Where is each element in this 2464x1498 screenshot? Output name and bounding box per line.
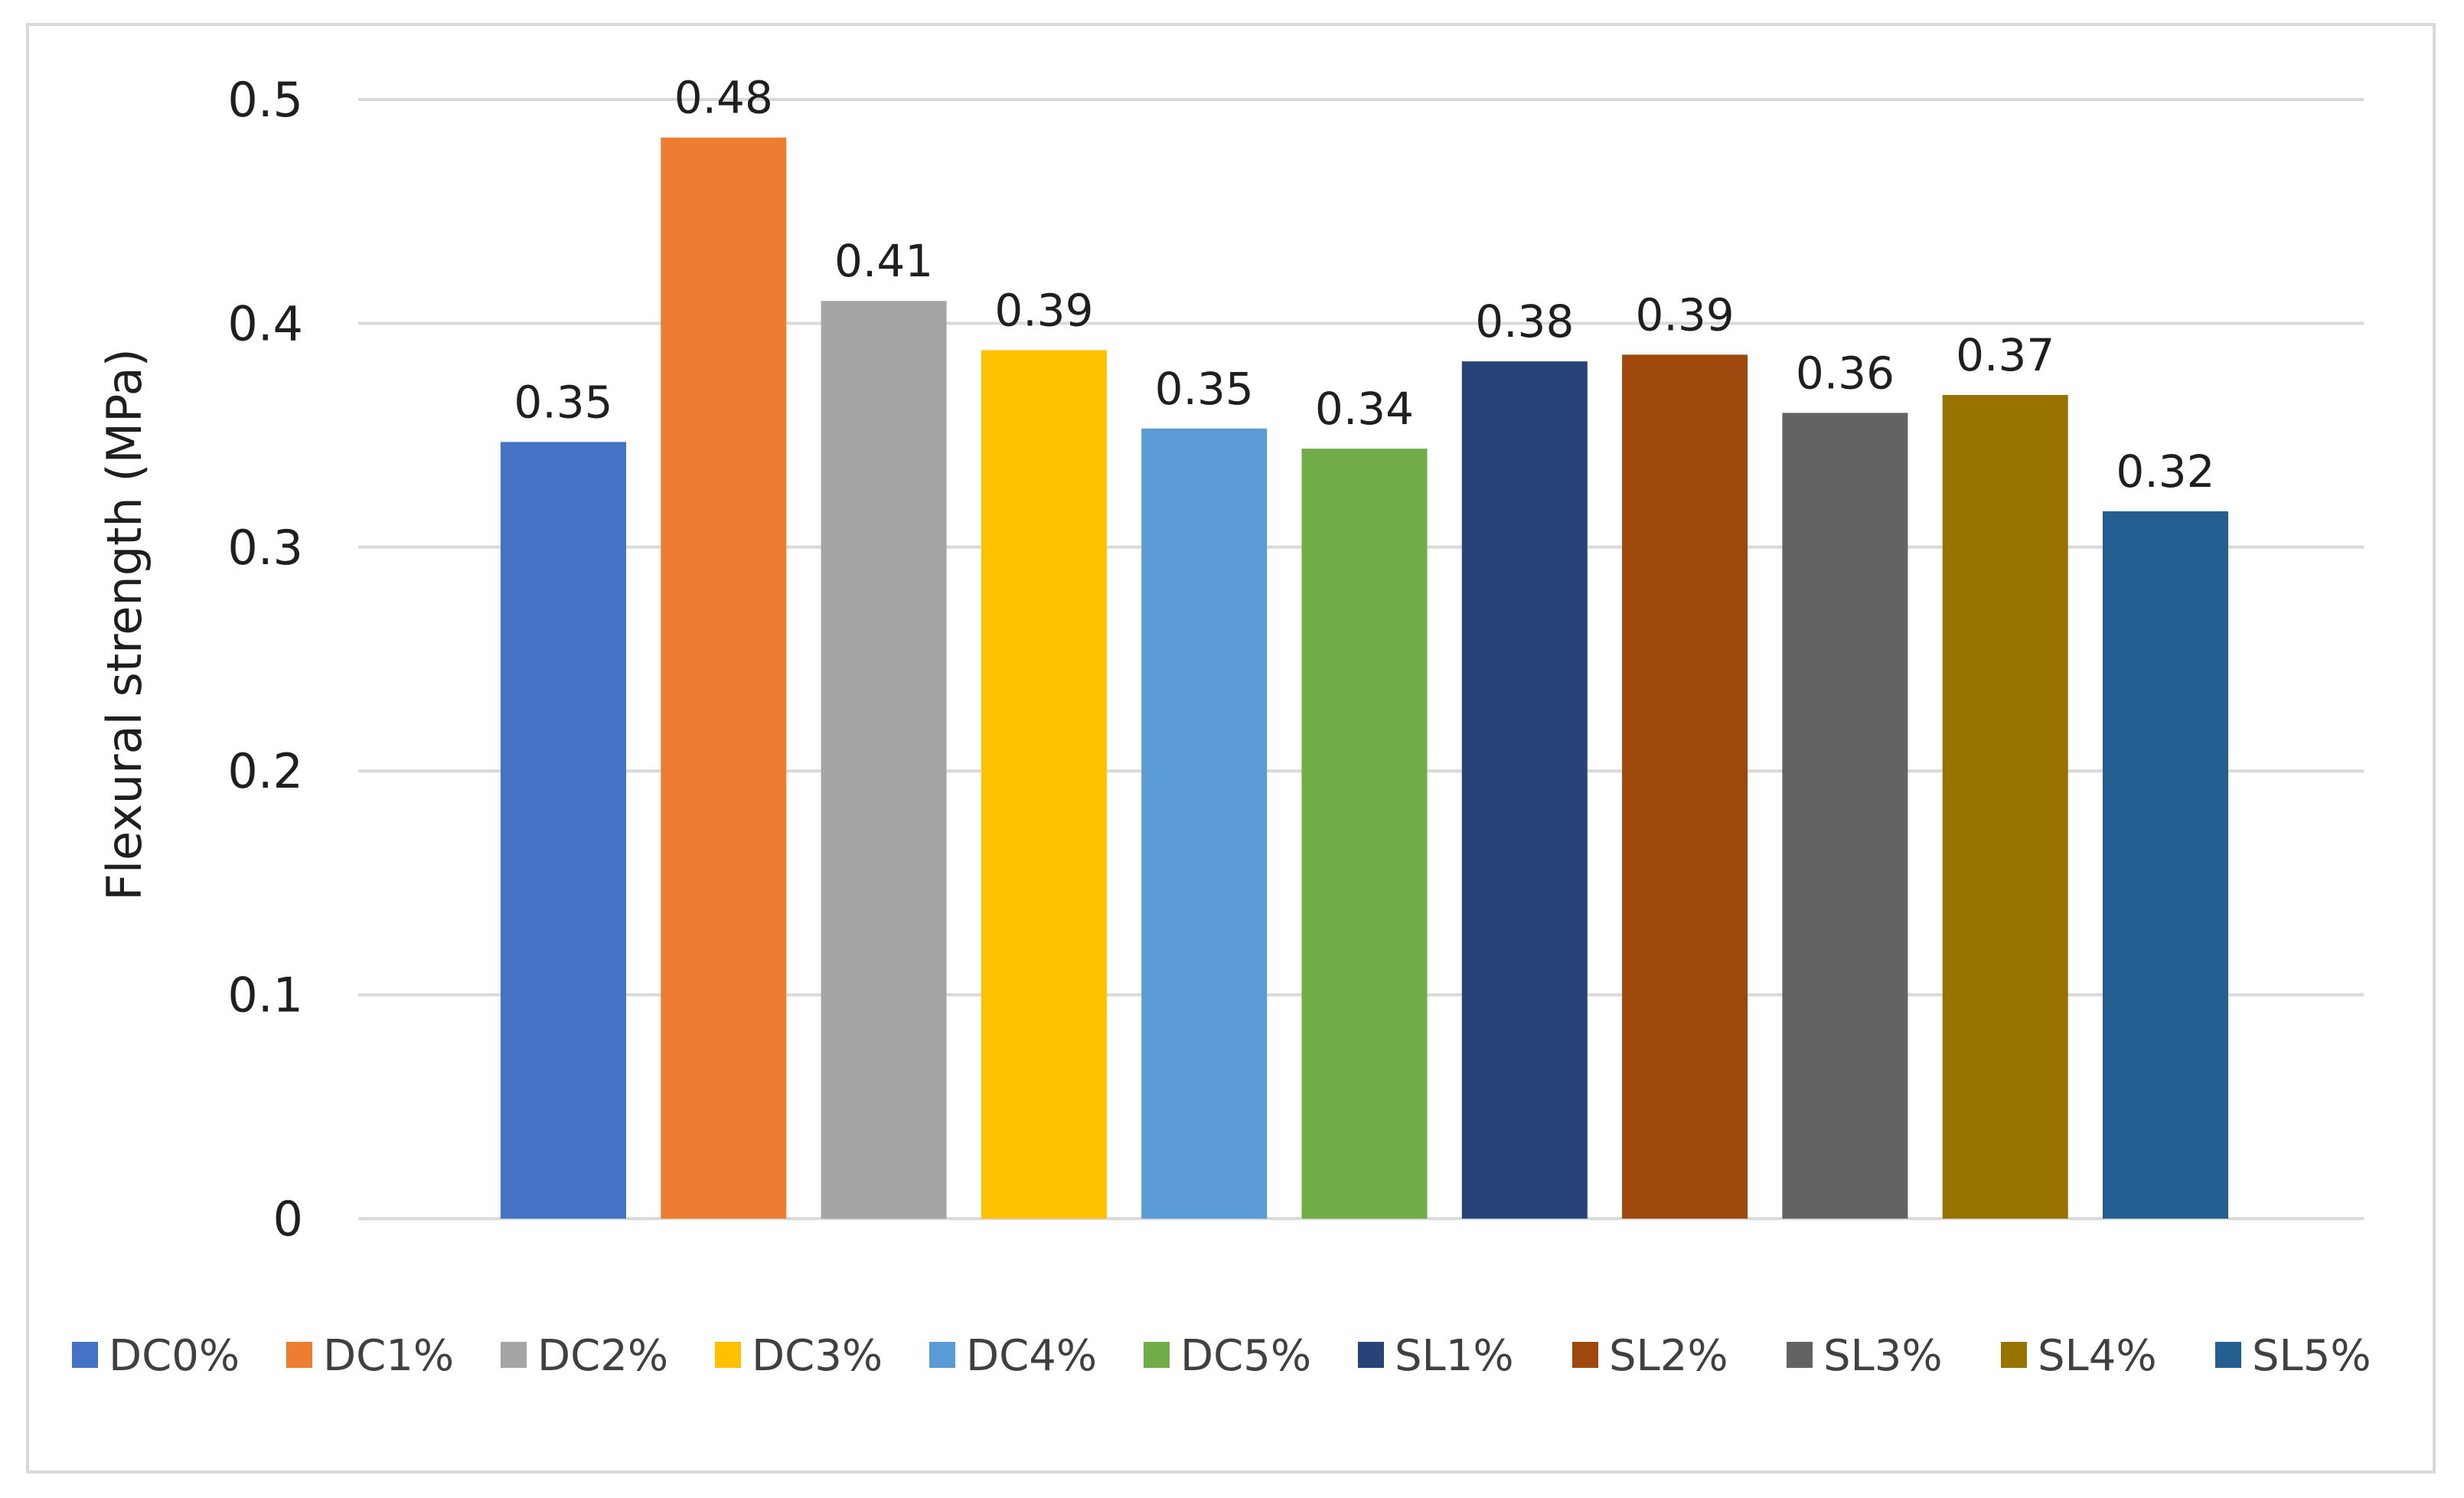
legend-swatch	[929, 1342, 955, 1368]
legend-swatch	[1358, 1342, 1384, 1368]
data-label: 0.38	[1475, 295, 1574, 348]
y-tick-label: 0.4	[227, 295, 303, 351]
legend-label: DC3%	[752, 1331, 883, 1381]
legend-swatch	[715, 1342, 741, 1368]
bar-chart: 00.10.20.30.40.5 0.350.480.410.390.35 0.3…	[72, 72, 2371, 1381]
data-label: 0.35	[514, 376, 612, 428]
bar-dc0pct	[501, 442, 626, 1219]
bar-dc3pct	[981, 350, 1107, 1219]
data-label: 0.32	[2116, 445, 2214, 498]
legend-swatch	[72, 1342, 98, 1368]
legend: DC0% DC1% DC2% DC3% DC4% DC5% SL1% SL2% SL3% SL4%…	[72, 1331, 2371, 1381]
legend-swatch	[501, 1342, 527, 1368]
legend-item: SL2%	[1572, 1331, 1728, 1381]
bar-dc4pct	[1141, 428, 1268, 1219]
data-label: 0.37	[1956, 329, 2054, 381]
legend-label: SL5%	[2252, 1331, 2371, 1381]
data-label: 0.41	[834, 235, 933, 287]
legend-label: SL4%	[2038, 1331, 2157, 1381]
legend-item: DC3%	[715, 1331, 883, 1381]
legend-item: SL1%	[1358, 1331, 1514, 1381]
data-label: 0.48	[674, 72, 773, 124]
y-tick-label: 0.2	[227, 743, 303, 799]
legend-item: DC1%	[286, 1331, 454, 1381]
y-tick-label: 0.3	[227, 520, 303, 576]
y-axis-ticks: 0 0.1 0.2 0.3 0.4 0.5	[227, 72, 303, 1247]
legend-label: DC5%	[1180, 1331, 1311, 1381]
y-axis-title: Flexural strength (MPa)	[96, 348, 152, 901]
bar-sl4pct	[1942, 394, 2068, 1219]
bar-sl3pct	[1782, 413, 1908, 1219]
bar-sl2pct	[1622, 354, 1748, 1219]
data-labels: 0.35 0.48 0.41 0.39 0.35 0.34 0.38 0.39 0.36 0.37…	[514, 72, 2214, 498]
data-label: 0.39	[1636, 289, 1735, 341]
legend-item: SL5%	[2215, 1331, 2371, 1381]
legend-swatch	[286, 1342, 312, 1368]
bar-sl1pct	[1461, 361, 1588, 1219]
legend-label: DC4%	[966, 1331, 1097, 1381]
legend-item: DC0%	[72, 1331, 240, 1381]
bar-dc1pct	[661, 137, 787, 1219]
legend-swatch	[1572, 1342, 1598, 1368]
legend-item: SL3%	[1787, 1331, 1943, 1381]
legend-item: SL4%	[2001, 1331, 2157, 1381]
bars	[501, 137, 2228, 1219]
legend-label: DC1%	[323, 1331, 454, 1381]
legend-label: DC2%	[537, 1331, 668, 1381]
bar-sl5pct	[2103, 511, 2228, 1219]
bar-dc5pct	[1301, 449, 1428, 1219]
data-label: 0.35	[1155, 363, 1254, 415]
legend-swatch	[2215, 1342, 2241, 1368]
legend-swatch	[1144, 1342, 1170, 1368]
legend-label: SL2%	[1609, 1331, 1728, 1381]
legend-label: SL3%	[1823, 1331, 1943, 1381]
legend-label: SL1%	[1395, 1331, 1514, 1381]
legend-swatch	[1787, 1342, 1813, 1368]
legend-item: DC5%	[1144, 1331, 1311, 1381]
legend-item: DC4%	[929, 1331, 1097, 1381]
data-label: 0.34	[1315, 383, 1414, 435]
y-tick-label: 0	[273, 1191, 303, 1247]
legend-swatch	[2001, 1342, 2027, 1368]
y-tick-label: 0.5	[227, 72, 303, 128]
bar-dc2pct	[821, 301, 947, 1219]
y-tick-label: 0.1	[227, 968, 303, 1023]
chart-frame: 0 0.1 0.2 0.3 0.4 0.5 0.35 0.48 0.41 0.39 0.35 0.3…	[26, 23, 2436, 1474]
legend-item: DC2%	[501, 1331, 668, 1381]
data-label: 0.36	[1796, 347, 1895, 399]
data-label: 0.39	[994, 284, 1093, 336]
legend-label: DC0%	[109, 1331, 240, 1381]
